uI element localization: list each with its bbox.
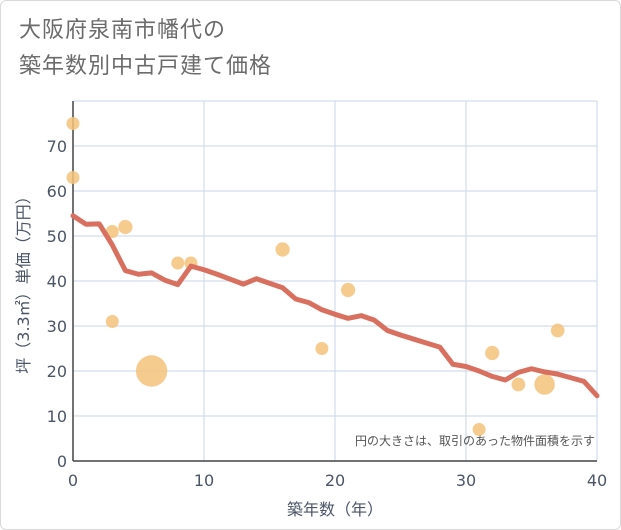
- axis-ticks: 0 10 20 30 40 0 10 20 30 40 50 60 70: [47, 137, 608, 490]
- scatter-point: [485, 345, 500, 361]
- y-tick-label: 70: [47, 137, 67, 156]
- y-tick-label: 10: [47, 407, 67, 426]
- scatter-point: [66, 117, 80, 130]
- y-axis-label: 坪（3.3㎡）単価（万円）: [14, 188, 33, 373]
- grid-lines: [72, 100, 598, 462]
- y-tick-label: 20: [47, 362, 67, 381]
- scatter-point: [135, 355, 168, 387]
- scatter-point: [171, 256, 185, 270]
- x-tick-label: 40: [587, 471, 607, 490]
- scatter-point: [534, 374, 555, 395]
- x-tick-label: 0: [68, 471, 78, 490]
- scatter-point: [511, 377, 526, 392]
- y-tick-label: 30: [47, 317, 67, 336]
- size-legend-note: 円の大きさは、取引のあった物件面積を示す: [355, 433, 595, 448]
- chart-title-line2: 築年数別中古戸建て価格: [19, 54, 273, 79]
- x-axis-label: 築年数（年）: [287, 500, 383, 519]
- scatter-point: [340, 282, 356, 298]
- x-tick-label: 10: [194, 471, 214, 490]
- chart-title-line1: 大阪府泉南市幡代の: [19, 18, 227, 43]
- scatter-point: [550, 323, 565, 338]
- scatter-points: [66, 117, 565, 436]
- scatter-point: [66, 171, 80, 184]
- y-tick-label: 50: [47, 227, 67, 246]
- y-tick-label: 40: [47, 272, 67, 291]
- scatter-point: [275, 242, 290, 257]
- y-tick-label: 0: [57, 452, 67, 471]
- scatter-point: [315, 342, 329, 355]
- scatter-point: [472, 423, 486, 436]
- scatter-point: [118, 219, 133, 235]
- chart-title: 大阪府泉南市幡代の 築年数別中古戸建て価格: [19, 13, 272, 85]
- x-tick-label: 20: [325, 471, 345, 490]
- trend-line: [70, 213, 600, 399]
- y-tick-label: 60: [47, 182, 67, 201]
- x-tick-label: 30: [456, 471, 476, 490]
- scatter-point: [105, 225, 119, 238]
- scatter-point: [105, 315, 119, 328]
